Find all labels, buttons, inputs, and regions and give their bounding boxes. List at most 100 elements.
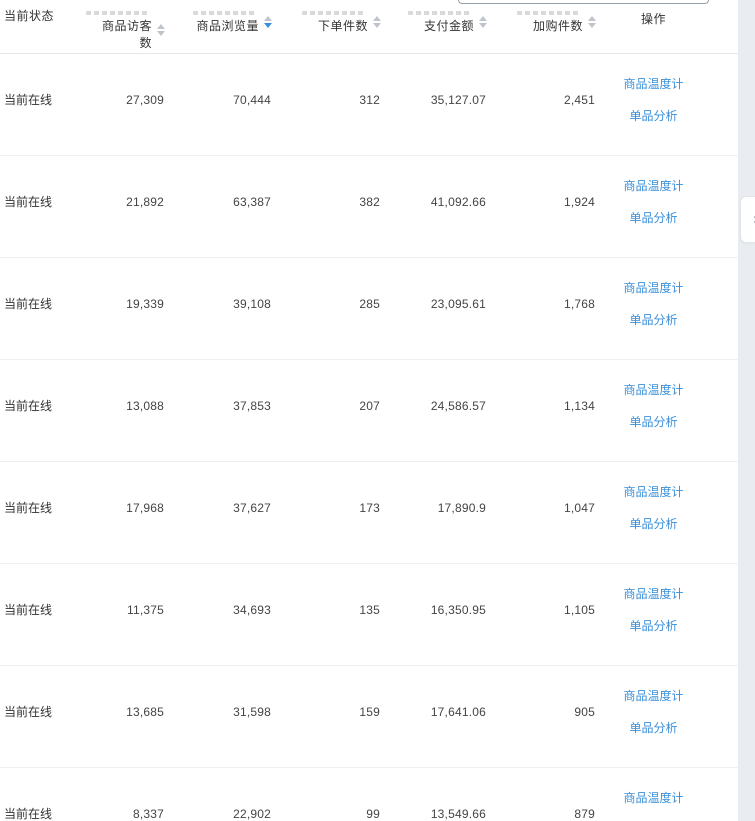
column-header-cart[interactable]: 加购件数 — [486, 0, 596, 53]
status-cell: 当前在线 — [4, 705, 53, 719]
status-cell: 当前在线 — [4, 93, 53, 107]
table-row: 当前在线 17,968 37,627 173 17,890.9 1,047 商品… — [0, 462, 738, 564]
product-thermometer-link[interactable]: 商品温度计 — [623, 179, 684, 193]
orders-cell: 285 — [359, 296, 380, 311]
product-analysis-link[interactable]: 单品分析 — [629, 313, 678, 327]
sort-asc-icon[interactable] — [264, 15, 272, 21]
product-thermometer-link[interactable]: 商品温度计 — [623, 383, 684, 397]
status-cell: 当前在线 — [4, 297, 53, 311]
sort-desc-icon[interactable] — [588, 22, 596, 28]
visitors-cell: 13,088 — [126, 398, 164, 413]
table-row: 当前在线 8,337 22,902 99 13,549.66 879 商品温度计… — [0, 768, 738, 821]
product-thermometer-link[interactable]: 商品温度计 — [623, 281, 684, 295]
clipped-text-remnant — [517, 11, 579, 15]
cart-cell: 1,047 — [563, 500, 595, 515]
column-label: 下单件数 — [317, 19, 368, 33]
product-thermometer-link[interactable]: 商品温度计 — [623, 77, 684, 91]
product-thermometer-link[interactable]: 商品温度计 — [623, 791, 684, 805]
side-widget[interactable] — [740, 196, 755, 243]
column-label: 加购件数 — [532, 19, 583, 33]
orders-cell: 207 — [359, 398, 380, 413]
column-header-payment[interactable]: 支付金额 — [380, 0, 487, 53]
column-label: 操作 — [640, 12, 666, 26]
page-background-strip — [738, 0, 755, 821]
visitors-cell: 13,685 — [126, 704, 164, 719]
payment-cell: 13,549.66 — [430, 806, 486, 821]
product-thermometer-link[interactable]: 商品温度计 — [623, 485, 684, 499]
table-row: 当前在线 21,892 63,387 382 41,092.66 1,924 商… — [0, 156, 738, 258]
orders-cell: 312 — [359, 92, 380, 107]
cart-cell: 2,451 — [563, 92, 595, 107]
clipped-text-remnant — [86, 11, 148, 15]
product-analysis-link[interactable]: 单品分析 — [629, 109, 678, 123]
payment-cell: 23,095.61 — [430, 296, 486, 311]
table-row: 当前在线 13,088 37,853 207 24,586.57 1,134 商… — [0, 360, 738, 462]
cart-cell: 1,105 — [563, 602, 595, 617]
orders-cell: 382 — [359, 194, 380, 209]
column-header-status: 当前状态 — [0, 0, 90, 53]
sort-desc-icon[interactable] — [373, 22, 381, 28]
product-analysis-link[interactable]: 单品分析 — [629, 619, 678, 633]
table: 当前状态 商品访客数 商品浏览量 — [0, 0, 738, 821]
cart-cell: 1,768 — [563, 296, 595, 311]
payment-cell: 35,127.07 — [430, 92, 486, 107]
table-row: 当前在线 27,309 70,444 312 35,127.07 2,451 商… — [0, 54, 738, 156]
clipped-text-remnant — [193, 11, 255, 15]
visitors-cell: 27,309 — [126, 92, 164, 107]
payment-cell: 24,586.57 — [430, 398, 486, 413]
actions-cell: 商品温度计 单品分析 — [595, 381, 738, 430]
views-cell: 39,108 — [233, 296, 271, 311]
orders-cell: 159 — [359, 704, 380, 719]
cart-cell: 1,924 — [563, 194, 595, 209]
sort-desc-icon[interactable] — [479, 22, 487, 28]
status-cell: 当前在线 — [4, 195, 53, 209]
product-thermometer-link[interactable]: 商品温度计 — [623, 689, 684, 703]
views-cell: 22,902 — [233, 806, 271, 821]
sort-control[interactable] — [373, 15, 381, 28]
table-row: 当前在线 13,685 31,598 159 17,641.06 905 商品温… — [0, 666, 738, 768]
column-header-views[interactable]: 商品浏览量 — [164, 0, 272, 53]
views-cell: 34,693 — [233, 602, 271, 617]
product-analysis-link[interactable]: 单品分析 — [629, 517, 678, 531]
views-cell: 37,627 — [233, 500, 271, 515]
sort-desc-icon[interactable] — [264, 22, 272, 28]
sort-asc-icon[interactable] — [588, 15, 596, 21]
sort-desc-icon[interactable] — [157, 31, 165, 36]
sort-control[interactable] — [588, 15, 596, 28]
sort-asc-icon[interactable] — [479, 15, 487, 21]
sort-asc-icon[interactable] — [373, 15, 381, 21]
table-header: 当前状态 商品访客数 商品浏览量 — [0, 0, 738, 54]
status-cell: 当前在线 — [4, 501, 53, 515]
actions-cell: 商品温度计 单品分析 — [595, 585, 738, 634]
status-cell: 当前在线 — [4, 603, 53, 617]
views-cell: 70,444 — [233, 92, 271, 107]
product-thermometer-link[interactable]: 商品温度计 — [623, 587, 684, 601]
table-row: 当前在线 19,339 39,108 285 23,095.61 1,768 商… — [0, 258, 738, 360]
visitors-cell: 17,968 — [126, 500, 164, 515]
views-cell: 37,853 — [233, 398, 271, 413]
product-analysis-link[interactable]: 单品分析 — [629, 211, 678, 225]
product-analysis-link[interactable]: 单品分析 — [629, 415, 678, 429]
actions-cell: 商品温度计 单品分析 — [595, 789, 738, 821]
product-analysis-link[interactable]: 单品分析 — [629, 721, 678, 735]
sort-control[interactable] — [479, 15, 487, 28]
visitors-cell: 21,892 — [126, 194, 164, 209]
table-row: 当前在线 11,375 34,693 135 16,350.95 1,105 商… — [0, 564, 738, 666]
sort-control[interactable] — [157, 24, 165, 36]
sort-control[interactable] — [264, 15, 272, 28]
payment-cell: 16,350.95 — [430, 602, 486, 617]
visitors-cell: 11,375 — [126, 602, 164, 617]
cart-cell: 905 — [574, 704, 595, 719]
actions-cell: 商品温度计 单品分析 — [595, 483, 738, 532]
cart-cell: 1,134 — [563, 398, 595, 413]
column-label: 当前状态 — [4, 9, 55, 23]
search-input[interactable] — [458, 0, 709, 4]
column-header-orders[interactable]: 下单件数 — [271, 0, 381, 53]
status-cell: 当前在线 — [4, 807, 53, 821]
sort-asc-icon[interactable] — [157, 24, 165, 29]
orders-cell: 135 — [359, 602, 380, 617]
column-header-visitors[interactable]: 商品访客数 — [86, 0, 165, 53]
status-cell: 当前在线 — [4, 399, 53, 413]
views-cell: 31,598 — [233, 704, 271, 719]
